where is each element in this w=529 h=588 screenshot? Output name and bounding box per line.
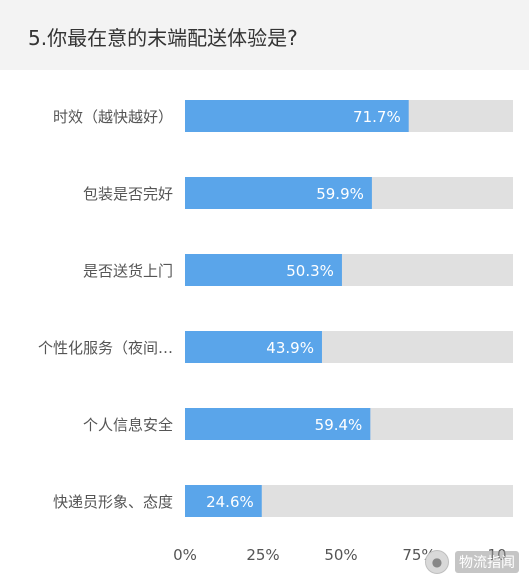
bar	[185, 254, 342, 286]
category-label: 时效（越快越好）	[53, 108, 173, 126]
question-header: 5.你最在意的末端配送体验是?	[0, 0, 529, 70]
bar	[185, 485, 262, 517]
x-tick-label: 25%	[246, 546, 279, 564]
value-label: 71.7%	[353, 108, 401, 126]
watermark: ● 物流指闻	[425, 550, 519, 574]
bar	[185, 408, 371, 440]
value-label: 24.6%	[206, 493, 254, 511]
category-label: 快递员形象、态度	[53, 493, 173, 511]
value-label: 43.9%	[266, 339, 314, 357]
bar	[185, 100, 409, 132]
wechat-icon: ●	[425, 550, 449, 574]
value-label: 59.4%	[315, 416, 363, 434]
category-label: 个人信息安全	[83, 416, 173, 434]
category-label: 是否送货上门	[83, 262, 173, 280]
value-label: 50.3%	[286, 262, 334, 280]
bar	[185, 331, 322, 363]
category-label: 包装是否完好	[83, 185, 173, 203]
watermark-text: 物流指闻	[455, 551, 519, 573]
question-title: 5.你最在意的末端配送体验是?	[28, 26, 298, 50]
value-label: 59.9%	[316, 185, 364, 203]
category-label: 个性化服务（夜间…	[38, 339, 173, 357]
bar-chart: 时效（越快越好） 71.7% 包装是否完好 59.9% 是否送货上门 50.3% 个性化服务…	[38, 100, 513, 564]
x-tick-label: 0%	[173, 546, 197, 564]
x-tick-label: 50%	[324, 546, 357, 564]
bar	[185, 177, 372, 209]
